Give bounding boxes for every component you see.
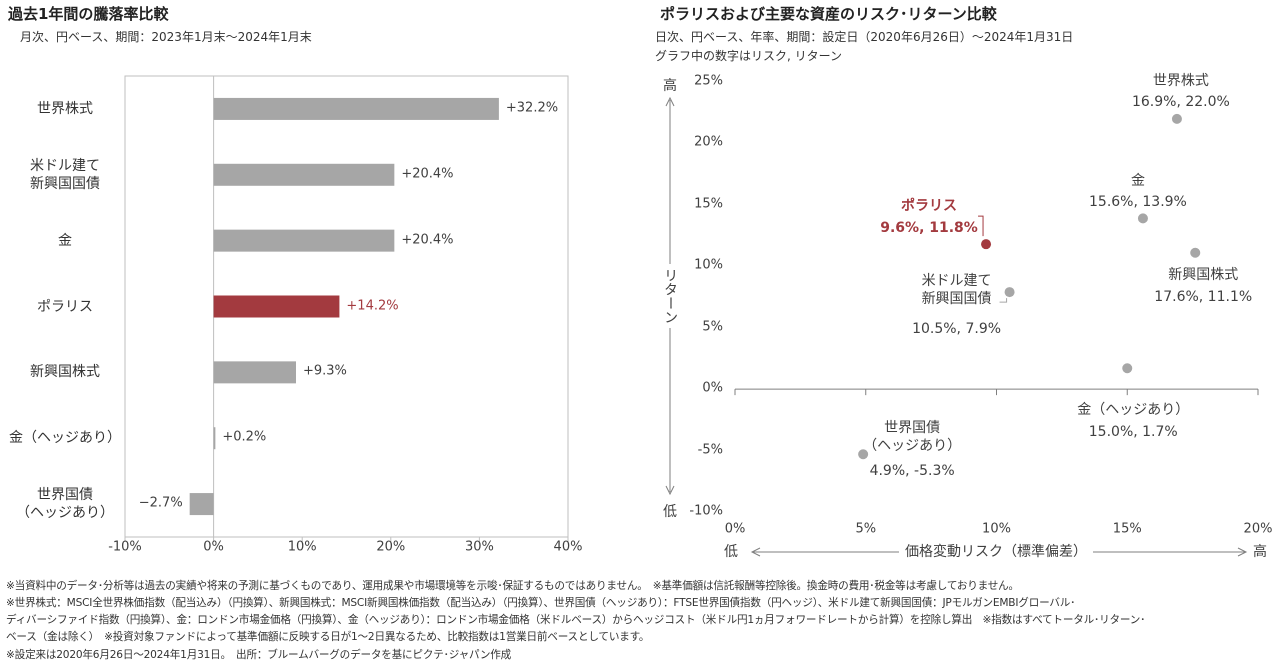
y-tick-label: 10% [694, 257, 723, 273]
chart-title: ポラリスおよび主要な資産のリスク･リターン比較 [660, 5, 997, 23]
point-label: 15.6%, 13.9% [1089, 194, 1187, 211]
point [1137, 213, 1148, 224]
point [858, 449, 869, 460]
y-tick-label: 20% [694, 134, 723, 150]
footnote: ※世界株式：MSCI全世界株価指数（配当込み）（円換算）、新興国株式：MSCI新… [6, 597, 1076, 609]
x-tick-label: 30% [464, 539, 494, 555]
y-tick-label: 0% [702, 380, 723, 396]
x-low-label: 低 [724, 543, 738, 560]
point-name: 世界株式 [1152, 72, 1209, 89]
chart-title: 過去1年間の騰落率比較 [8, 5, 169, 23]
point [1122, 363, 1133, 374]
category-label: 世界株式 [37, 100, 93, 117]
bar [213, 229, 395, 252]
arrow-head [1237, 547, 1248, 557]
category-label: 米ドル建て 新興国国債 [30, 157, 100, 192]
value-label: +0.2% [222, 429, 267, 445]
point-name: 米ドル建て 新興国国債 [921, 272, 992, 308]
category-label: 金 [58, 232, 72, 249]
point-label: 10.5%, 7.9% [912, 320, 1002, 337]
point-name: 世界国債 （ヘッジあり） [863, 420, 962, 455]
value-label: +14.2% [346, 298, 399, 314]
x-tick-label: 0% [724, 521, 746, 537]
x-high-label: 高 [1253, 543, 1267, 560]
plot-frame [124, 75, 569, 538]
y-tick-label: -10% [689, 503, 723, 519]
point [1190, 247, 1201, 258]
footnote: ※当資料中のデータ･分析等は過去の実績や将来の予測に基づくものであり、運用成果や… [6, 580, 1019, 592]
bar [213, 163, 395, 186]
y-low-label: 低 [663, 503, 677, 520]
chart-note: グラフ中の数字はリスク, リターン [655, 49, 843, 63]
x-tick-label: 10% [287, 539, 317, 555]
x-tick-label: 40% [553, 539, 583, 555]
y-tick-label: -5% [697, 442, 723, 458]
point-label: 17.6%, 11.1% [1154, 288, 1253, 305]
footnote: ベース（金は除く） ※投資対象ファンドによって基準価額に反映する日が1～2日異な… [6, 631, 650, 643]
bar [189, 493, 214, 516]
x-tick-label: -10% [108, 539, 142, 555]
bar [213, 295, 340, 318]
category-label: ポラリス [37, 298, 93, 315]
value-label: −2.7% [138, 495, 183, 511]
y-tick-label: 25% [694, 73, 723, 89]
y-tick-label: 5% [702, 319, 723, 335]
x-tick-label: 10% [982, 521, 1011, 537]
arrow-head [750, 547, 761, 557]
point-name: 金（ヘッジあり） [1077, 402, 1190, 419]
leader-line [978, 215, 984, 237]
point-name: ポラリス [901, 198, 958, 215]
x-tick-label: 20% [376, 539, 406, 555]
leader-line [999, 298, 1008, 303]
arrow-head [665, 96, 675, 107]
chart-subtitle: 月次、円ベース、期間：2023年1月末～2024年1月末 [20, 30, 312, 44]
x-tick-label: 15% [1112, 521, 1142, 537]
x-tick-label: 20% [1243, 521, 1273, 537]
x-axis-label: 価格変動リスク（標準偏差） [899, 542, 1093, 562]
category-label: 新興国株式 [30, 364, 100, 381]
x-tick-label: 5% [855, 521, 877, 537]
point [1171, 113, 1182, 124]
y-tick-label: 15% [694, 196, 723, 212]
point-label: 16.9%, 22.0% [1131, 93, 1230, 110]
footnote: ※設定来は2020年6月26日～2024年1月31日。 出所：ブルームバーグのデ… [6, 649, 512, 661]
y-high-label: 高 [663, 77, 677, 94]
footnote: ディバーシファイド指数（円換算）、金：ロンドン市場金価格（円換算）、金（ヘッジあ… [6, 614, 1146, 626]
point [981, 239, 992, 250]
bar [213, 427, 216, 450]
point-name: 新興国株式 [1168, 266, 1239, 283]
value-label: +9.3% [302, 363, 347, 379]
bar [213, 97, 499, 120]
value-label: +20.4% [401, 166, 454, 182]
chart-subtitle: 日次、円ベース、年率、期間：設定日（2020年6月26日）～2024年1月31日 [655, 30, 1074, 44]
arrow-head [665, 485, 675, 496]
point-label: 4.9%, -5.3% [869, 463, 955, 480]
category-label: 金（ヘッジあり） [9, 430, 121, 447]
value-label: +20.4% [401, 232, 454, 248]
category-label: 世界国債 （ヘッジあり） [16, 486, 114, 522]
bar [213, 361, 296, 384]
y-axis-label: リターン [660, 264, 680, 328]
point-name: 金 [1130, 173, 1145, 190]
point [1004, 287, 1015, 298]
value-label: +32.2% [505, 100, 559, 116]
point-label: 9.6%, 11.8% [880, 220, 978, 237]
x-tick-label: 0% [203, 539, 224, 555]
point-label: 15.0%, 1.7% [1088, 424, 1178, 441]
